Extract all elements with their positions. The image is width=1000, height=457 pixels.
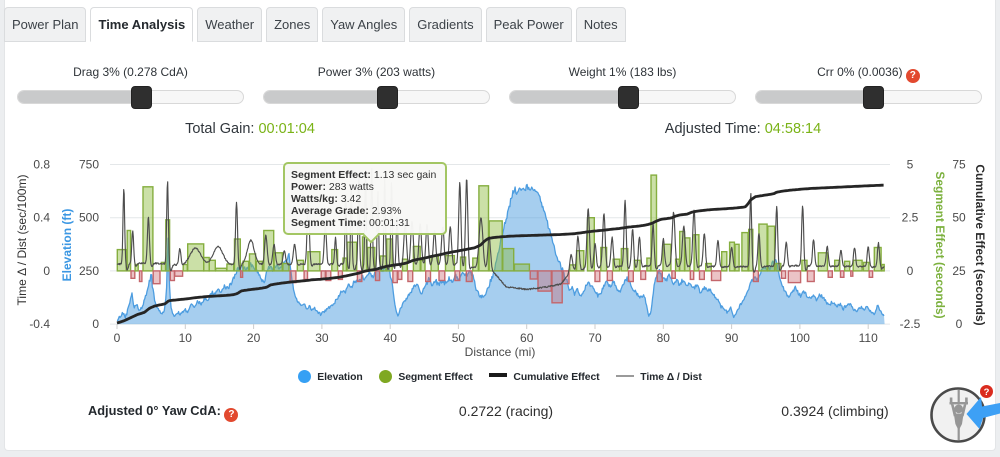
svg-text:750: 750 — [79, 158, 99, 172]
svg-text:0.8: 0.8 — [33, 158, 50, 172]
svg-text:50: 50 — [452, 331, 466, 345]
svg-text:0: 0 — [907, 264, 914, 278]
svg-text:500: 500 — [79, 211, 99, 225]
svg-text:2.5: 2.5 — [902, 211, 919, 225]
svg-text:-2.5: -2.5 — [900, 317, 921, 331]
svg-text:75: 75 — [952, 158, 966, 172]
svg-text:80: 80 — [657, 331, 671, 345]
svg-text:250: 250 — [79, 264, 99, 278]
svg-text:Cumulative Effect (seconds): Cumulative Effect (seconds) — [973, 164, 987, 325]
svg-text:100: 100 — [790, 331, 810, 345]
svg-text:Distance (mi): Distance (mi) — [465, 345, 536, 359]
svg-text:30: 30 — [315, 331, 329, 345]
svg-text:0: 0 — [43, 264, 50, 278]
svg-text:0: 0 — [956, 317, 963, 331]
svg-text:25: 25 — [952, 264, 966, 278]
svg-text:Time Δ / Dist (sec/100m): Time Δ / Dist (sec/100m) — [15, 175, 29, 306]
svg-text:0: 0 — [92, 317, 99, 331]
svg-text:110: 110 — [859, 331, 878, 345]
svg-text:Elevation (ft): Elevation (ft) — [60, 209, 74, 282]
svg-text:60: 60 — [520, 331, 534, 345]
svg-text:40: 40 — [384, 331, 398, 345]
svg-text:90: 90 — [725, 331, 739, 345]
svg-text:10: 10 — [179, 331, 193, 345]
svg-text:70: 70 — [588, 331, 602, 345]
svg-text:20: 20 — [247, 331, 261, 345]
svg-text:0.4: 0.4 — [33, 211, 50, 225]
svg-text:?: ? — [984, 387, 990, 398]
svg-text:0: 0 — [114, 331, 121, 345]
svg-text:5: 5 — [907, 158, 914, 172]
svg-text:-0.4: -0.4 — [29, 317, 50, 331]
svg-text:50: 50 — [952, 211, 966, 225]
svg-text:Segment Effect (seconds): Segment Effect (seconds) — [933, 171, 947, 318]
